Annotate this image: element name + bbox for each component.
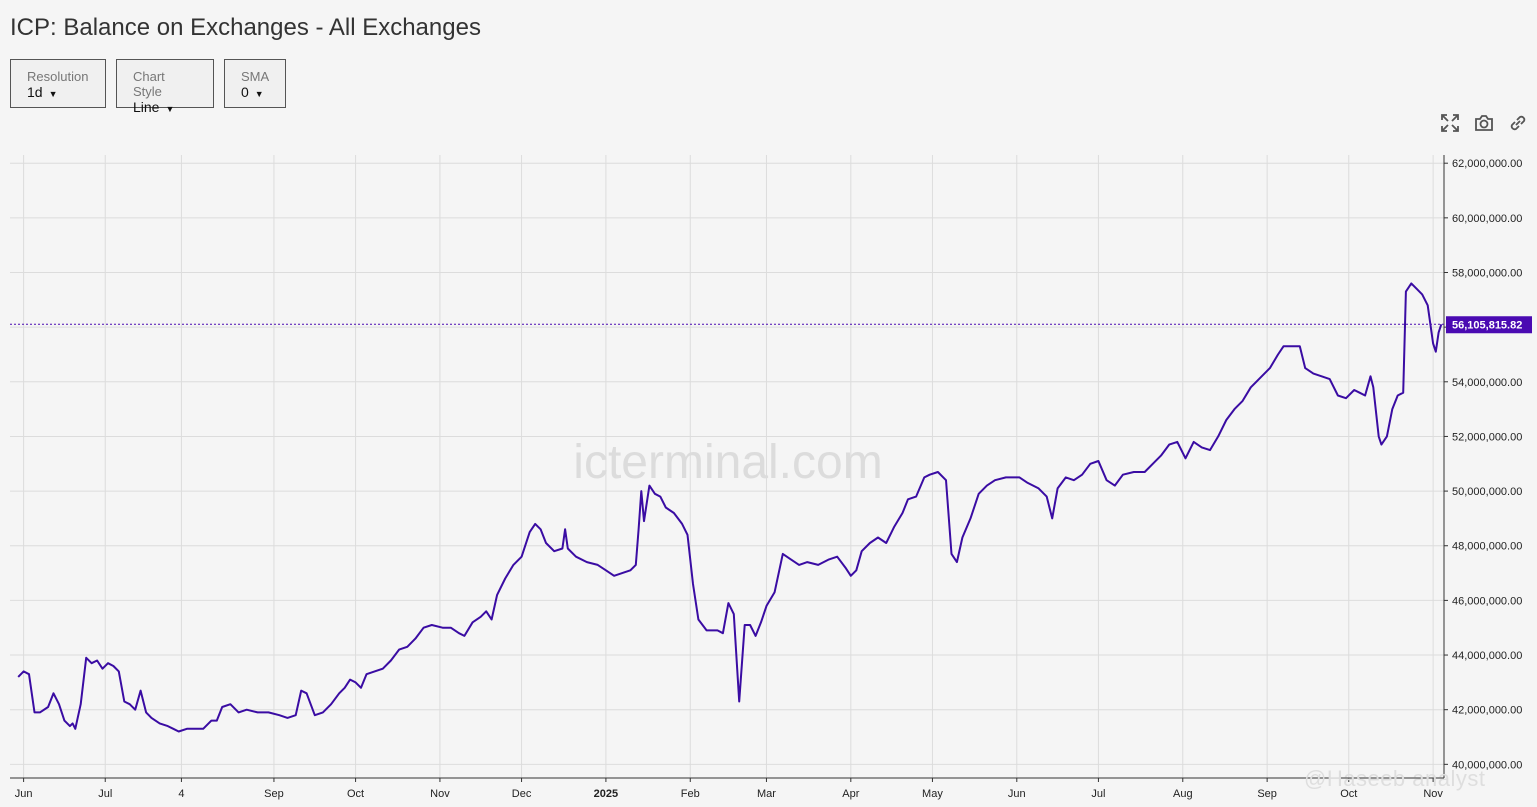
page-title: ICP: Balance on Exchanges - All Exchange… (10, 14, 481, 41)
x-tick-label: Mar (757, 788, 776, 800)
fullscreen-icon[interactable] (1439, 112, 1461, 134)
chart-style-dropdown[interactable]: Chart Style Line ▼ (116, 59, 214, 115)
series-group (17, 282, 1443, 733)
y-tick-label: 42,000,000.00 (1452, 705, 1522, 717)
x-tick-label: Oct (1340, 788, 1357, 800)
y-tick-label: 52,000,000.00 (1452, 431, 1522, 443)
y-tick-label: 48,000,000.00 (1452, 541, 1522, 553)
chart: icterminal.com 40,000,000.00 42,000,000.0… (10, 155, 1532, 800)
y-tick-label: 62,000,000.00 (1452, 158, 1522, 170)
x-tick-label: 4 (178, 788, 184, 800)
camera-icon[interactable] (1473, 112, 1495, 134)
x-tick-label: Jun (15, 788, 33, 800)
caret-down-icon: ▼ (254, 89, 264, 99)
sma-value: 0 (241, 84, 249, 100)
chart-grid (10, 155, 1444, 778)
x-tick-label: Nov (430, 788, 450, 800)
caret-down-icon: ▼ (48, 89, 58, 99)
x-tick-label: Jun (1008, 788, 1026, 800)
y-tick-label: 50,000,000.00 (1452, 486, 1522, 498)
x-tick-label: Aug (1173, 788, 1193, 800)
x-tick-label: Feb (681, 788, 700, 800)
x-tick-label: Sep (264, 788, 284, 800)
chart-style-value: Line (133, 99, 160, 115)
x-tick-label: Jul (98, 788, 112, 800)
resolution-dropdown[interactable]: Resolution 1d ▼ (10, 59, 106, 108)
credit-watermark: @Haseeb analyst (1304, 766, 1486, 791)
x-tick-label: Nov (1423, 788, 1443, 800)
x-tick-label: Jul (1091, 788, 1105, 800)
y-axis: 40,000,000.00 42,000,000.00 44,000,000.00 4… (1443, 155, 1522, 778)
sma-label: SMA (241, 69, 270, 84)
y-tick-label: 60,000,000.00 (1452, 213, 1522, 225)
y-tick-label: 58,000,000.00 (1452, 267, 1522, 279)
x-tick-label: Sep (1257, 788, 1277, 800)
chart-style-label: Chart Style (133, 69, 165, 99)
watermark: icterminal.com (573, 436, 882, 489)
y-tick-label: 54,000,000.00 (1452, 377, 1522, 389)
resolution-label: Resolution (27, 69, 89, 84)
resolution-value: 1d (27, 84, 43, 100)
y-tick-label: 40,000,000.00 (1452, 759, 1522, 771)
sma-dropdown[interactable]: SMA 0 ▼ (224, 59, 286, 108)
last-value-group: 56,105,815.82 (10, 316, 1532, 334)
x-tick-label: 2025 (594, 788, 618, 800)
last-value-label: 56,105,815.82 (1452, 319, 1522, 331)
y-tick-label: 46,000,000.00 (1452, 595, 1522, 607)
x-tick-label: May (922, 788, 943, 800)
y-tick-label: 44,000,000.00 (1452, 650, 1522, 662)
x-tick-label: Dec (512, 788, 532, 800)
x-tick-label: Oct (347, 788, 364, 800)
link-icon[interactable] (1507, 112, 1529, 134)
series-line (17, 282, 1443, 733)
x-tick-label: Apr (842, 788, 859, 800)
x-axis: Jun Jul 4 Sep Oct Nov Dec 2025 Feb Mar Apr May Jun Ju… (10, 777, 1444, 800)
last-value-tag (1446, 316, 1532, 334)
caret-down-icon: ▼ (165, 104, 175, 114)
